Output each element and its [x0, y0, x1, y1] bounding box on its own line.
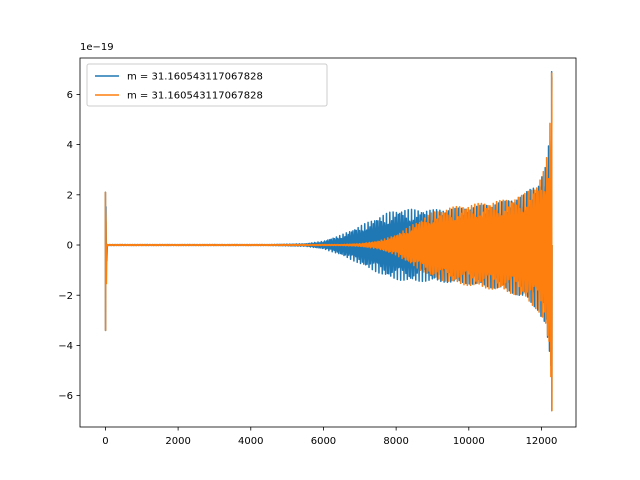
- y-tick-label: 2: [67, 190, 73, 201]
- x-tick-label: 12000: [526, 436, 558, 447]
- axes-frame: [79, 57, 577, 428]
- x-tick-label: 8000: [383, 436, 408, 447]
- y-tick-label: −4: [58, 341, 73, 352]
- y-tick-label: 6: [67, 90, 73, 101]
- legend-label-series-1: m = 31.160543117067828: [127, 72, 263, 83]
- y-tick-label: 0: [67, 241, 73, 252]
- x-tick-label: 10000: [453, 436, 485, 447]
- y-tick-label: −2: [58, 291, 73, 302]
- legend: m = 31.160543117067828 m = 31.1605431170…: [86, 63, 328, 107]
- x-tick-label: 2000: [165, 436, 190, 447]
- y-tick-label: 4: [67, 140, 73, 151]
- x-tick-label: 0: [102, 436, 108, 447]
- series-layer: [104, 71, 553, 412]
- y-offset-label: 1e−19: [80, 42, 114, 53]
- x-tick-label: 6000: [311, 436, 336, 447]
- legend-label-series-2: m = 31.160543117067828: [127, 91, 263, 102]
- axes-layer: 0 2000 4000 6000 8000 10000 12000 −6 −4 −2 0 2 4 6: [58, 57, 577, 447]
- legend-frame: [86, 63, 328, 107]
- x-tick-label: 4000: [238, 436, 263, 447]
- y-tick-label: −6: [58, 391, 73, 402]
- series-line-2: [104, 72, 553, 412]
